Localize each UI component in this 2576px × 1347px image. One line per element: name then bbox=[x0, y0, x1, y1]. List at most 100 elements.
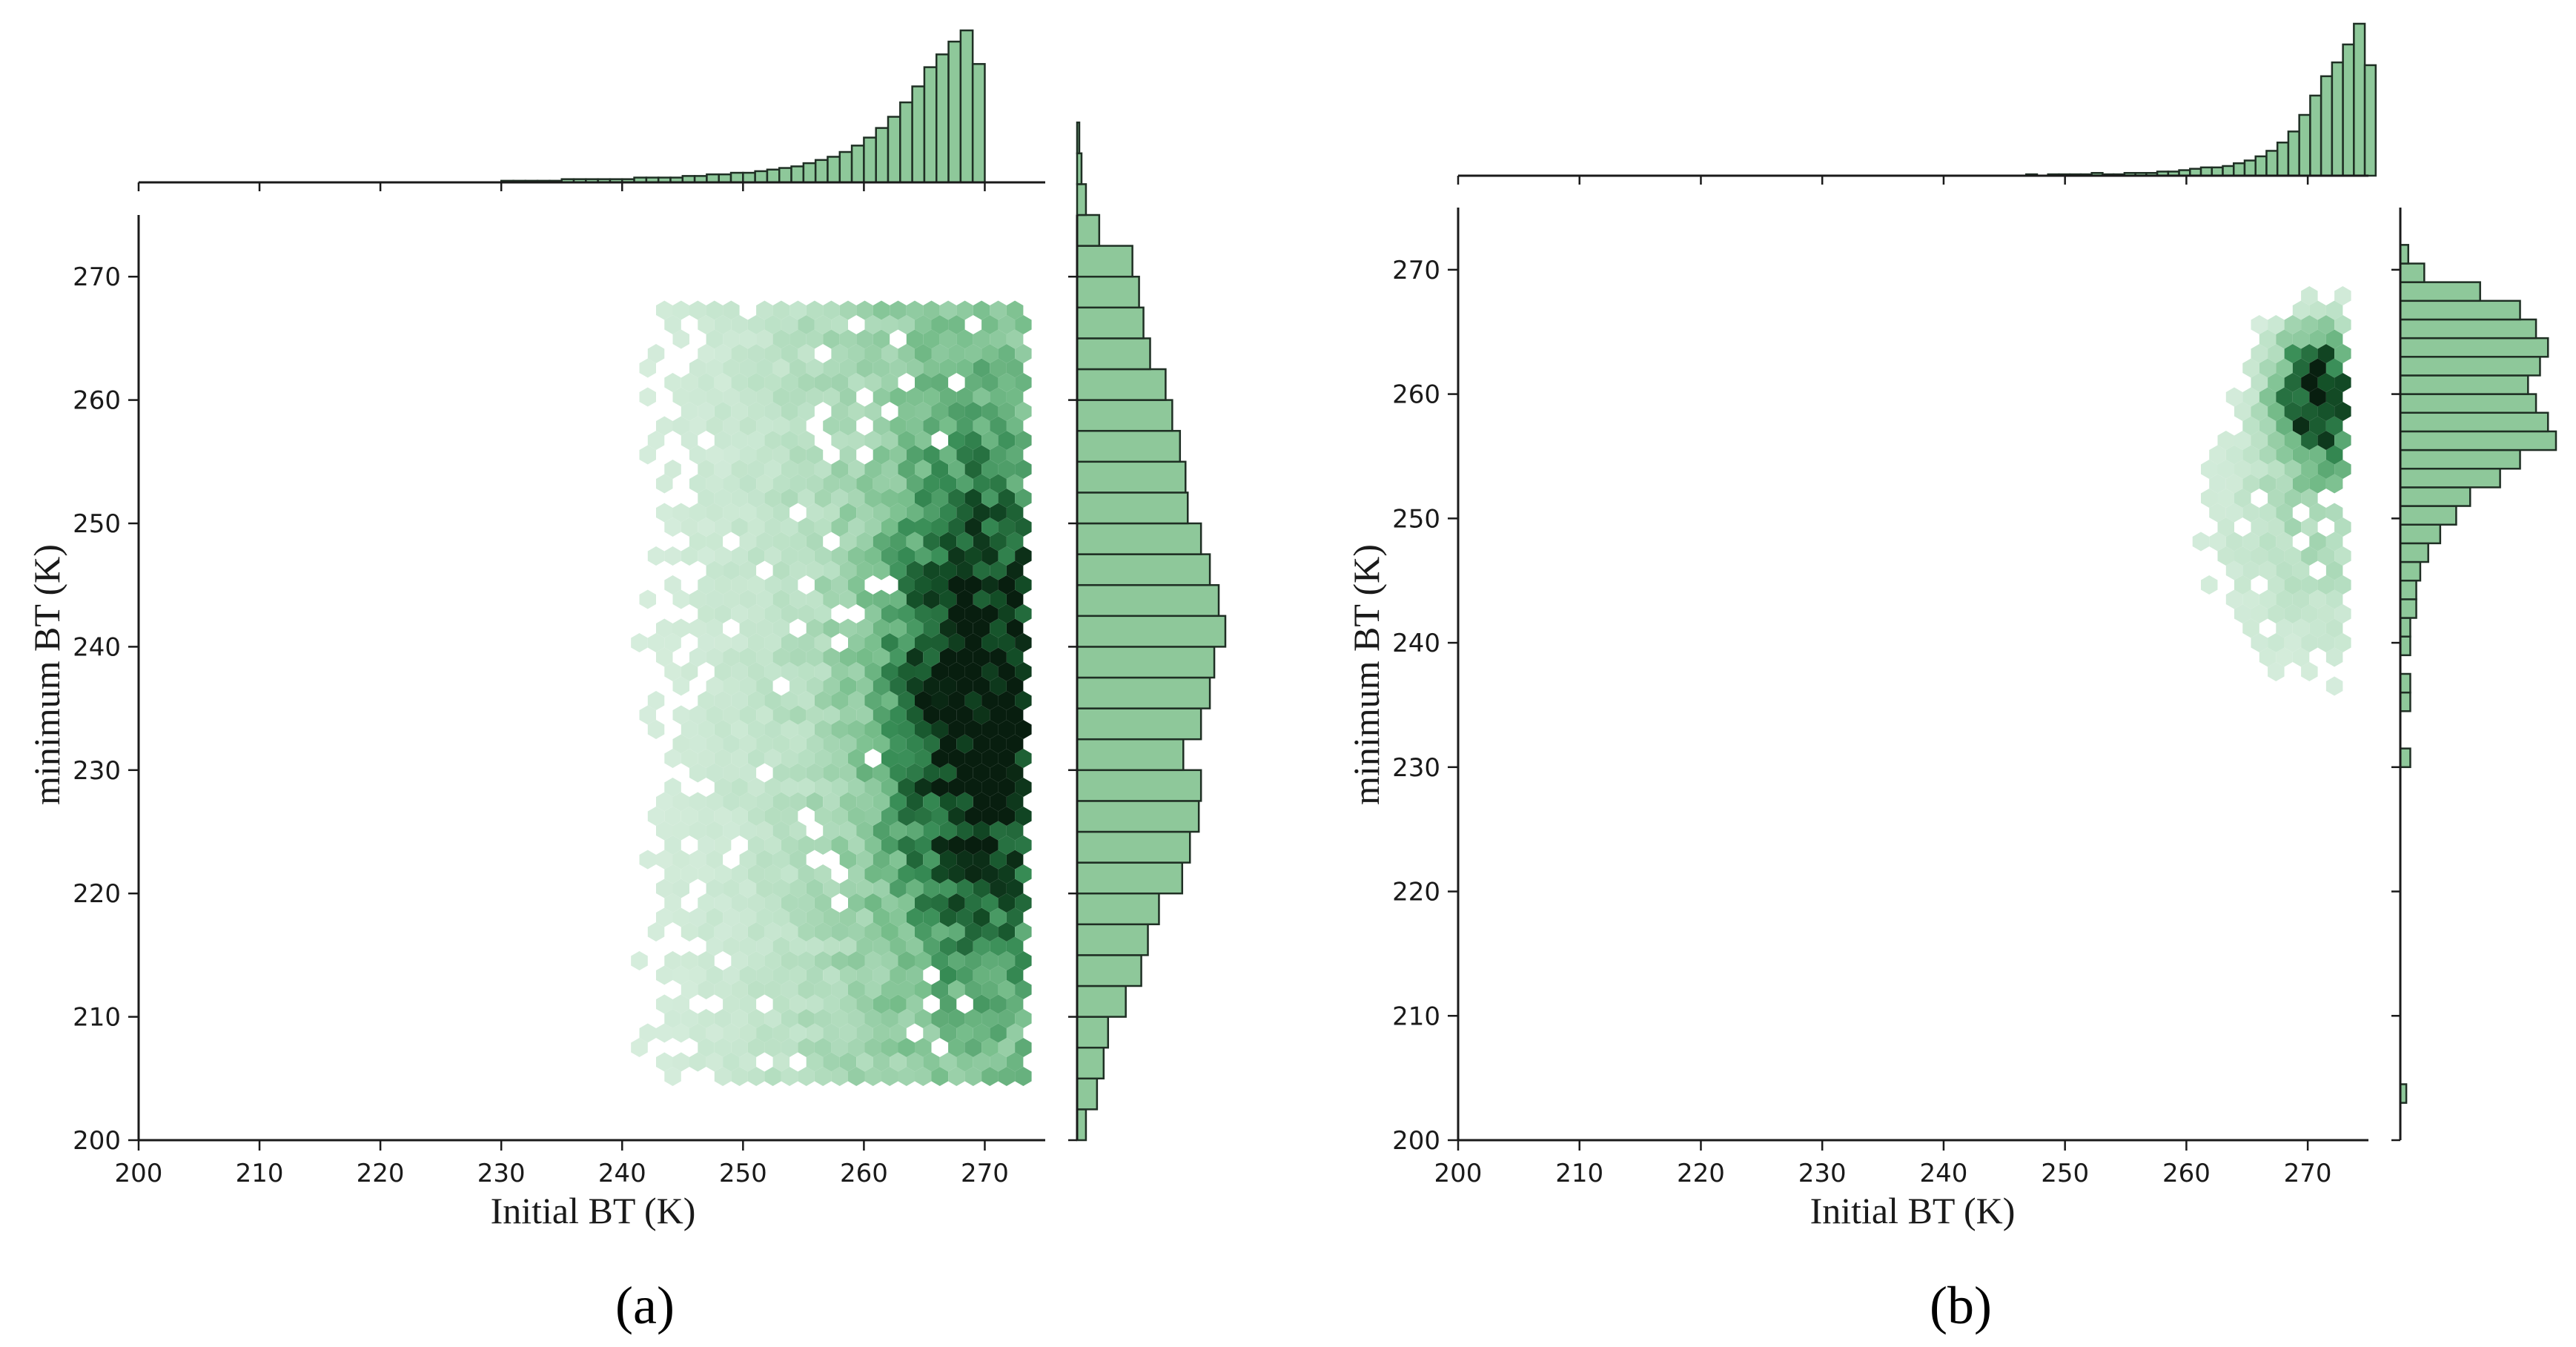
hexbin-cell bbox=[873, 705, 890, 725]
hexbin-cell bbox=[848, 778, 865, 797]
y-tick-label: 270 bbox=[73, 262, 121, 292]
hexbin-cell bbox=[990, 936, 1007, 956]
hexbin-cell bbox=[772, 1023, 790, 1043]
hexbin-cell bbox=[698, 373, 715, 392]
hexbin-cell bbox=[798, 662, 815, 681]
hexbin-cell bbox=[2276, 445, 2293, 465]
hexbin-cell bbox=[823, 994, 840, 1014]
marginal-y-bar bbox=[2399, 449, 2521, 470]
hexbin-cell bbox=[848, 662, 865, 681]
hexbin-cell bbox=[981, 864, 999, 884]
hexbin-cell bbox=[723, 1023, 740, 1043]
hexbin-cell bbox=[731, 1009, 748, 1028]
marginal-y-bar bbox=[2399, 598, 2417, 619]
hexbin-cell bbox=[2309, 416, 2326, 436]
hexbin-cell bbox=[772, 300, 790, 320]
hexbin-cell bbox=[2225, 445, 2243, 465]
hexbin-cell bbox=[798, 373, 815, 392]
hexbin-cell bbox=[714, 807, 732, 826]
hexbin-cell bbox=[681, 864, 698, 884]
hexbin-cell bbox=[781, 980, 798, 999]
hexbin-cell bbox=[2301, 315, 2318, 334]
hexbin-cell bbox=[706, 300, 724, 320]
marginal-x-bar bbox=[971, 63, 986, 184]
hexbin-cell bbox=[915, 720, 932, 739]
hexbin-cell bbox=[873, 965, 890, 985]
hexbin-cell bbox=[656, 416, 673, 436]
hexbin-cell bbox=[964, 489, 982, 508]
hexbin-cell bbox=[2251, 604, 2268, 623]
hexbin-cell bbox=[689, 734, 706, 754]
hexbin-cell bbox=[706, 850, 724, 870]
marginal-y-bar bbox=[2399, 691, 2411, 712]
hexbin-cell bbox=[2276, 560, 2293, 580]
hexbin-cell bbox=[981, 402, 999, 421]
hexbin-cell bbox=[1006, 792, 1024, 812]
hexbin-cell bbox=[2225, 503, 2243, 523]
hexbin-cell bbox=[2225, 474, 2243, 494]
hexbin-cell bbox=[814, 517, 832, 537]
hexbin-cell bbox=[689, 358, 706, 378]
hexbin-cell bbox=[856, 474, 873, 494]
hexbin-cell bbox=[931, 604, 949, 623]
hexbin-cell bbox=[739, 705, 757, 725]
hexbin-cell bbox=[956, 503, 973, 523]
marginal-y-bar bbox=[2399, 411, 2549, 433]
hexbin-cell bbox=[956, 618, 973, 638]
hexbin-cell bbox=[998, 807, 1016, 826]
hexbin-cell bbox=[781, 489, 798, 508]
hexbin-cell bbox=[906, 936, 924, 956]
hexbin-cell bbox=[2334, 633, 2351, 652]
marginal-x-bar bbox=[2211, 166, 2224, 177]
hexbin-cell bbox=[856, 792, 873, 812]
hexbin-cell bbox=[981, 980, 999, 999]
hexbin-cell bbox=[739, 994, 757, 1014]
hexbin-cell bbox=[798, 691, 815, 710]
hexbin-cell bbox=[848, 1009, 865, 1028]
hexbin-cell bbox=[2317, 575, 2335, 595]
hexbin-cell bbox=[948, 1038, 965, 1057]
hexbin-cell bbox=[848, 517, 865, 537]
hexbin-cell bbox=[772, 907, 790, 927]
hexbin-cell bbox=[806, 734, 824, 754]
marginal-x-bar bbox=[778, 167, 792, 184]
axes-b: 200 210 220 230 240 250 260 270 200 210 220 230 240 2… bbox=[1392, 208, 2368, 1188]
hexbin-cell bbox=[898, 1067, 915, 1086]
hexbin-cell bbox=[939, 532, 957, 552]
hexbin-cell bbox=[2217, 460, 2234, 479]
hexbin-cell bbox=[756, 416, 773, 436]
hexbin-cell bbox=[956, 300, 973, 320]
hexbin-cell bbox=[2234, 575, 2251, 595]
hexbin-cell bbox=[764, 1038, 781, 1057]
hexbin-cell bbox=[772, 618, 790, 638]
hexbin-cell bbox=[756, 705, 773, 725]
hexbin-cell bbox=[856, 994, 873, 1014]
hexbin-cell bbox=[873, 503, 890, 523]
hexbin-cell bbox=[764, 720, 781, 739]
hexbin-cell bbox=[764, 546, 781, 566]
hexbin-cell bbox=[656, 1052, 673, 1072]
hexbin-cell bbox=[1015, 546, 1032, 566]
hexbin-cell bbox=[856, 676, 873, 696]
hexbin-cell bbox=[998, 1067, 1016, 1086]
hexbin-cell bbox=[706, 936, 724, 956]
hexbin-cell bbox=[2325, 445, 2343, 465]
hexbin-cell bbox=[798, 633, 815, 652]
hexbin-cell bbox=[831, 835, 848, 855]
hexbin-cell bbox=[939, 734, 957, 754]
hexbin-cell bbox=[839, 936, 857, 956]
hexbin-cell bbox=[2284, 373, 2302, 392]
hexbin-cell bbox=[915, 778, 932, 797]
hexbin-cell bbox=[948, 893, 965, 913]
hexbin-cell bbox=[915, 575, 932, 595]
hexbin-cell bbox=[723, 358, 740, 378]
hexbin-cell bbox=[981, 1038, 999, 1057]
hexbin-cell bbox=[714, 980, 732, 999]
hexbin-cell bbox=[890, 734, 907, 754]
hexbin-cell bbox=[2259, 329, 2277, 349]
hexbin-cell bbox=[915, 373, 932, 392]
hexbin-cell bbox=[990, 532, 1007, 552]
hexbin-cell bbox=[814, 315, 832, 334]
hexbin-cell bbox=[1006, 647, 1024, 667]
hexbin-cell bbox=[856, 1052, 873, 1072]
